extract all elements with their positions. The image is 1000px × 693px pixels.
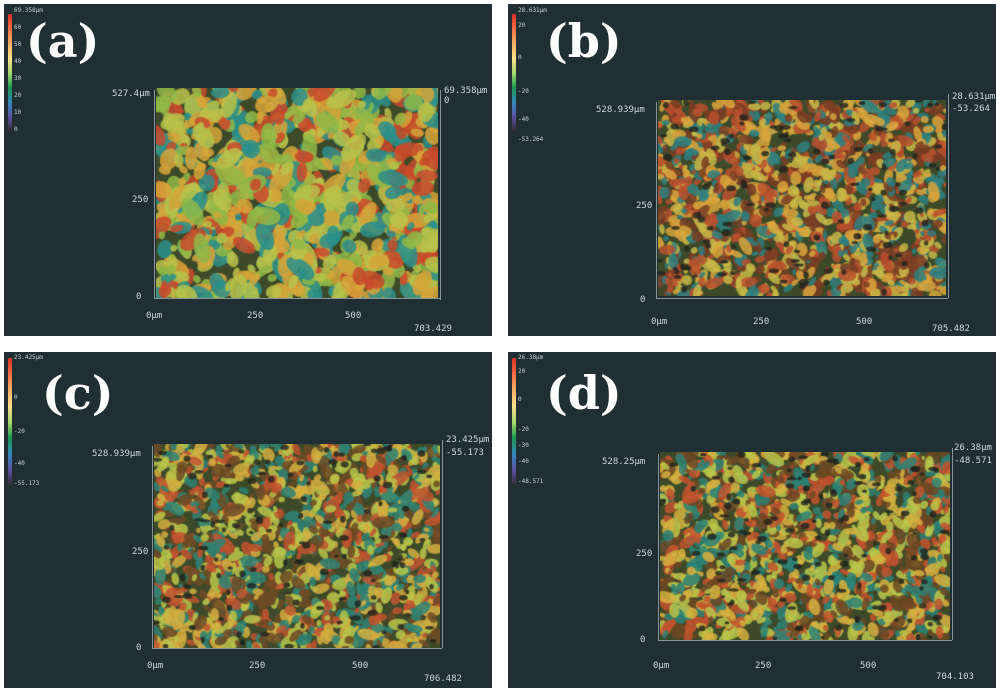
z-axis-bottom-label: -48.571 [954, 456, 992, 466]
x-axis-tick-label: 500 [352, 661, 369, 671]
panel-a: (a) 69.358µm 60 50 40 30 20 10 0 527.4µm… [4, 4, 492, 336]
z-axis-bottom-label: 0 [444, 96, 450, 106]
color-scale-tick: -53.264 [518, 136, 544, 143]
x-axis-line [152, 648, 442, 649]
x-axis-tick-label: 250 [755, 661, 772, 671]
y-axis-top-label: 528.25µm [602, 457, 646, 467]
color-scale-tick: -40 [518, 458, 529, 465]
y-axis-line [656, 102, 657, 298]
x-axis-tick-label: 500 [345, 311, 362, 321]
color-scale-tick: 40 [14, 58, 22, 65]
color-scale-tick: 0 [14, 126, 18, 133]
x-axis-zero-label: 0µm [651, 317, 668, 327]
color-scale-tick: 20 [518, 368, 526, 375]
y-axis-mid-label: 250 [132, 195, 149, 205]
x-axis-tick-label: 500 [860, 661, 877, 671]
color-scale-tick: 20 [518, 22, 526, 29]
panel-label: (a) [26, 14, 100, 68]
color-scale-tick: 60 [14, 24, 22, 31]
y-axis-zero-label: 0 [640, 295, 646, 305]
color-scale-tick: -40 [518, 116, 529, 123]
color-scale-tick: 0 [14, 394, 18, 401]
y-axis-zero-label: 0 [640, 635, 646, 645]
x-axis-max-label: 704.103 [936, 672, 974, 682]
surface-map [658, 100, 946, 296]
color-scale-bar [512, 358, 516, 486]
z-axis-top-label: 26.38µm [954, 443, 992, 453]
x-axis-tick-label: 250 [247, 311, 264, 321]
x-axis-line [154, 298, 440, 299]
color-scale-tick: -20 [518, 426, 529, 433]
y-axis-mid-label: 250 [636, 549, 653, 559]
color-scale-tick: 10 [14, 109, 22, 116]
y-axis-top-label: 528.939µm [92, 449, 141, 459]
y-axis-mid-label: 250 [132, 547, 149, 557]
color-scale-tick: 20 [14, 92, 22, 99]
panel-d: (d) 26.38µm 20 0 -20 -30 -40 -48.571 528… [508, 352, 996, 688]
x-axis-line [656, 298, 948, 299]
x-axis-max-label: 703.429 [414, 324, 452, 334]
z-axis-top-label: 28.631µm [952, 92, 996, 102]
y-axis-mid-label: 250 [636, 201, 653, 211]
color-scale-bar [8, 358, 12, 486]
y-axis-top-label: 527.4µm [112, 89, 150, 99]
color-scale-tick: 0 [518, 54, 522, 61]
x-axis-tick-label: 250 [753, 317, 770, 327]
y-axis-top-label: 528.939µm [596, 105, 645, 115]
x-axis-zero-label: 0µm [147, 661, 164, 671]
z-axis-line [952, 448, 953, 640]
y-axis-line [152, 446, 153, 648]
color-scale-tick: -20 [518, 88, 529, 95]
z-axis-top-label: 69.358µm [444, 86, 488, 96]
color-scale-tick: -20 [14, 428, 25, 435]
x-axis-line [658, 640, 952, 641]
z-axis-bottom-label: -55.173 [446, 448, 484, 458]
panel-label: (c) [42, 366, 114, 420]
surface-map [154, 444, 440, 648]
color-scale-tick: 30 [14, 75, 22, 82]
color-scale-tick: 0 [518, 396, 522, 403]
y-axis-line [658, 454, 659, 640]
z-axis-line [948, 94, 949, 298]
color-scale-tick: -55.173 [14, 480, 40, 487]
color-scale-tick: -40 [14, 460, 25, 467]
color-scale-bar [512, 14, 516, 132]
panel-label: (b) [546, 14, 622, 68]
color-scale-tick: -48.571 [518, 478, 544, 485]
y-axis-line [154, 90, 155, 298]
color-scale-tick: 28.631µm [518, 7, 547, 14]
z-axis-line [440, 90, 441, 300]
surface-map [660, 452, 950, 640]
y-axis-zero-label: 0 [136, 643, 142, 653]
color-scale-tick: 23.425µm [14, 354, 43, 361]
panel-c: (c) 23.425µm 0 -20 -40 -55.173 528.939µm… [4, 352, 492, 688]
x-axis-max-label: 706.482 [424, 674, 462, 684]
x-axis-max-label: 705.482 [932, 324, 970, 334]
x-axis-zero-label: 0µm [146, 311, 163, 321]
panel-b: (b) 28.631µm 20 0 -20 -40 -53.264 528.93… [508, 4, 996, 336]
x-axis-tick-label: 500 [856, 317, 873, 327]
color-scale-tick: 26.38µm [518, 354, 544, 361]
x-axis-tick-label: 250 [249, 661, 266, 671]
color-scale-bar [8, 14, 12, 132]
panel-label: (d) [546, 366, 622, 420]
y-axis-zero-label: 0 [136, 292, 142, 302]
z-axis-line [442, 440, 443, 648]
surface-map [156, 88, 438, 298]
color-scale-tick: 50 [14, 41, 22, 48]
z-axis-bottom-label: -53.264 [952, 104, 990, 114]
color-scale-tick: 69.358µm [14, 7, 43, 14]
x-axis-zero-label: 0µm [653, 661, 670, 671]
z-axis-top-label: 23.425µm [446, 435, 490, 445]
color-scale-tick: -30 [518, 442, 529, 449]
